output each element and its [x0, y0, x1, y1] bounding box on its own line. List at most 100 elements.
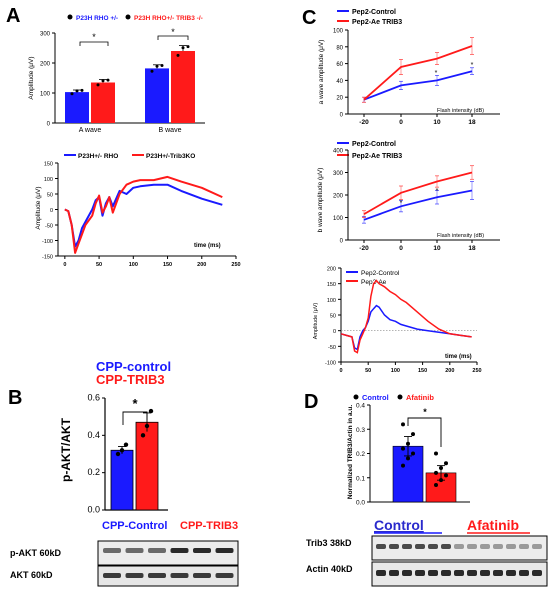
sig-star-a: *: [92, 32, 96, 42]
x-tick-0-label: 0: [339, 368, 342, 374]
sig-star-18: *: [471, 62, 474, 69]
blot-band-trib3: [454, 544, 464, 549]
x-axis-label: Flash intensity (dB): [437, 233, 484, 239]
y-tick-300-label: 300: [333, 171, 344, 177]
trace-rho: [64, 183, 223, 248]
sig-star-0: *: [400, 200, 403, 207]
y-axis-label-wave: Amplitude (μV): [35, 186, 42, 229]
data-point: [75, 89, 79, 93]
y-tick-200-label: 200: [40, 62, 51, 68]
bar-rho-0: [65, 92, 89, 123]
sig-bracket: [407, 417, 442, 447]
panel-letter-d: D: [304, 391, 318, 413]
panel-c-a-wave-chart: Pep2-Control Pep2-Ae TRIB3 a wave amplit…: [318, 9, 500, 126]
y-tick--150-label: -150: [42, 255, 53, 261]
y-tick-0.2-label: 0.2: [356, 451, 365, 458]
x-tick-100-label: 100: [391, 368, 400, 374]
y-axis-label: a wave amplitude (μV): [318, 40, 325, 105]
blot-strip-pakt: [97, 540, 239, 566]
y-tick-150-label: 150: [327, 282, 336, 288]
y-tick-0.0-label: 0.0: [87, 505, 100, 515]
data-point: [411, 432, 415, 437]
blot-band-trib3: [493, 544, 503, 549]
y-tick-0-label: 0: [340, 239, 344, 245]
blot-band-trib3: [480, 544, 490, 549]
blot-band-trib3: [467, 544, 477, 549]
legend-cpp-control: CPP-control: [96, 359, 171, 374]
x-tick--20-label: -20: [359, 245, 369, 252]
blot-header-trib3: CPP-TRIB3: [180, 520, 238, 532]
y-axis-label: Normalized TRIB3/Actin in a.u.: [347, 405, 354, 499]
y-tick-0-label: 0: [333, 329, 336, 335]
x-tick-0-label: 0: [399, 245, 403, 252]
blot-band-actin: [428, 570, 438, 576]
blot-band-actin: [454, 570, 464, 576]
y-tick-0-label: 0: [47, 122, 51, 128]
data-point: [155, 64, 159, 68]
x-category-b-wave: B wave: [159, 127, 182, 134]
blot-band-actin: [376, 570, 386, 576]
x-tick-250-label: 250: [472, 368, 481, 374]
legend-trib3-wave: P23H+/-Trib3KO: [146, 153, 195, 160]
blot-band-pakt: [148, 548, 166, 553]
blot-band-actin: [519, 570, 529, 576]
blot-band-akt: [103, 573, 121, 578]
blot-header-afatinib: Afatinib: [467, 517, 519, 533]
data-point: [96, 83, 100, 87]
sig-star-10: *: [435, 70, 438, 77]
x-axis-label: Flash intensity (dB): [437, 108, 484, 114]
y-tick--100-label: -100: [325, 361, 336, 367]
y-tick-100-label: 100: [40, 92, 51, 98]
y-tick-0.0-label: 0.0: [356, 500, 365, 507]
blot-band-trib3: [415, 544, 425, 549]
series-line-trib3: [363, 45, 473, 101]
blot-band-pakt: [125, 548, 144, 553]
sig-bracket-b: [157, 35, 189, 40]
x-tick--20-label: -20: [359, 119, 369, 126]
data-point: [401, 446, 405, 451]
data-point: [434, 451, 438, 456]
blot-band-actin: [532, 570, 542, 576]
sig-bracket-a: [79, 41, 109, 46]
blot-band-trib3: [532, 544, 542, 549]
sig-star: *: [132, 396, 138, 411]
legend-trib3: Pep2-Ae TRIB3: [352, 19, 402, 26]
data-point: [160, 64, 164, 68]
legend-dot-control: [353, 394, 359, 400]
legend-afatinib: Afatinib: [406, 393, 434, 402]
y-tick-20-label: 20: [336, 96, 343, 102]
y-tick-0.4-label: 0.4: [356, 403, 365, 410]
data-point: [148, 408, 154, 414]
x-tick-0-label: 0: [63, 262, 66, 268]
data-point: [106, 78, 110, 82]
legend-control: Pep2-Control: [352, 141, 396, 148]
blot-band-actin: [441, 570, 451, 576]
x-tick-200-label: 200: [197, 262, 206, 268]
sig-bracket: [122, 411, 148, 425]
y-tick-0.4-label: 0.4: [87, 430, 100, 440]
blot-band-trib3: [402, 544, 412, 549]
legend-control: Pep2-Control: [352, 9, 396, 16]
x-tick-150-label: 150: [418, 368, 427, 374]
y-tick-0-label: 0: [340, 113, 344, 119]
blot-band-actin: [389, 570, 399, 576]
y-tick-0.1-label: 0.1: [356, 475, 365, 482]
y-tick-100-label: 100: [333, 29, 344, 35]
x-tick-50-label: 50: [96, 262, 102, 268]
blot-header-control: CPP-Control: [102, 520, 167, 532]
x-tick-18-label: 18: [468, 119, 476, 126]
panel-letter-a: A: [6, 5, 20, 27]
y-tick-50-label: 50: [330, 314, 336, 320]
x-tick-10-label: 10: [433, 119, 441, 126]
y-tick-0-label: 0: [50, 208, 53, 214]
x-axis-label: time (ms): [445, 354, 472, 360]
data-point: [150, 69, 154, 73]
y-tick-0.6-label: 0.6: [87, 393, 100, 403]
y-tick-60-label: 60: [336, 62, 343, 68]
x-tick-0-label: 0: [399, 119, 403, 126]
bar-trib3-0: [91, 82, 115, 123]
panel-b: CPP-control CPP-TRIB3 p-AKT/AKT 0.0 0.2 0.…: [10, 359, 239, 587]
x-tick-50-label: 50: [365, 368, 371, 374]
blot-band-trib3: [519, 544, 529, 549]
